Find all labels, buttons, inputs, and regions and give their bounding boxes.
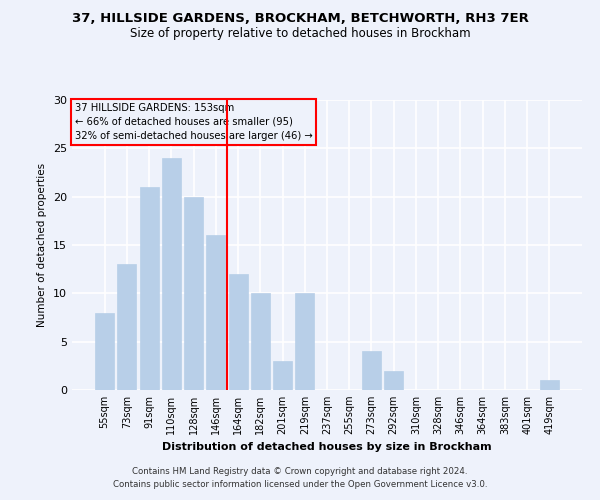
Text: 37, HILLSIDE GARDENS, BROCKHAM, BETCHWORTH, RH3 7ER: 37, HILLSIDE GARDENS, BROCKHAM, BETCHWOR…: [71, 12, 529, 26]
Bar: [95, 312, 114, 390]
Text: Contains HM Land Registry data © Crown copyright and database right 2024.: Contains HM Land Registry data © Crown c…: [132, 467, 468, 476]
Bar: [251, 294, 270, 390]
Bar: [384, 370, 403, 390]
Bar: [140, 187, 158, 390]
Bar: [162, 158, 181, 390]
Y-axis label: Number of detached properties: Number of detached properties: [37, 163, 47, 327]
Text: Distribution of detached houses by size in Brockham: Distribution of detached houses by size …: [162, 442, 492, 452]
Bar: [273, 361, 292, 390]
Text: 37 HILLSIDE GARDENS: 153sqm
← 66% of detached houses are smaller (95)
32% of sem: 37 HILLSIDE GARDENS: 153sqm ← 66% of det…: [74, 103, 313, 141]
Text: Size of property relative to detached houses in Brockham: Size of property relative to detached ho…: [130, 28, 470, 40]
Bar: [118, 264, 136, 390]
Bar: [295, 294, 314, 390]
Bar: [362, 352, 381, 390]
Bar: [184, 196, 203, 390]
Bar: [206, 236, 225, 390]
Text: Contains public sector information licensed under the Open Government Licence v3: Contains public sector information licen…: [113, 480, 487, 489]
Bar: [229, 274, 248, 390]
Bar: [540, 380, 559, 390]
